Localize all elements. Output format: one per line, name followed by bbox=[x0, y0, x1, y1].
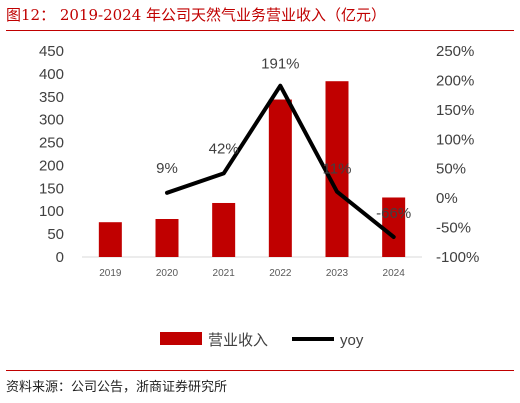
right-tick-label: 150% bbox=[436, 102, 474, 119]
left-tick-label: 50 bbox=[47, 226, 64, 243]
x-tick-label: 2022 bbox=[269, 268, 292, 279]
x-tick-label: 2019 bbox=[99, 268, 122, 279]
left-axis: 0 50 100 150 200 250 300 350 400 450 bbox=[39, 43, 64, 266]
left-tick-label: 0 bbox=[56, 249, 64, 266]
right-tick-label: 0% bbox=[436, 190, 458, 207]
right-tick-label: 250% bbox=[436, 43, 474, 60]
left-tick-label: 150 bbox=[39, 180, 64, 197]
legend-bar-label: 营业收入 bbox=[208, 332, 268, 349]
bar bbox=[268, 99, 292, 257]
bar bbox=[382, 197, 406, 257]
yoy-data-label: -66% bbox=[376, 205, 411, 222]
legend: 营业收入 yoy bbox=[160, 332, 364, 349]
x-axis-labels: 2019 2020 2021 2022 2023 2024 bbox=[99, 268, 405, 279]
x-tick-label: 2021 bbox=[213, 268, 236, 279]
right-tick-label: -100% bbox=[436, 249, 479, 266]
bar bbox=[98, 222, 122, 257]
source-note: 资料来源：公司公告，浙商证券研究所 bbox=[6, 380, 228, 395]
revenue-chart: 0 50 100 150 200 250 300 350 400 450 -100% -50% 0% 5… bbox=[39, 43, 479, 349]
right-axis: -100% -50% 0% 50% 100% 150% 200% 250% bbox=[436, 43, 479, 266]
yoy-data-labels: 9% 42% 191% 11% -66% bbox=[156, 56, 411, 222]
right-tick-label: 50% bbox=[436, 161, 466, 178]
yoy-line bbox=[165, 83, 396, 239]
left-tick-label: 250 bbox=[39, 135, 64, 152]
right-tick-label: 100% bbox=[436, 131, 474, 148]
x-tick-label: 2024 bbox=[383, 268, 406, 279]
bar bbox=[325, 81, 349, 257]
right-tick-label: -50% bbox=[436, 220, 471, 237]
left-tick-label: 400 bbox=[39, 66, 64, 83]
x-tick-label: 2020 bbox=[156, 268, 179, 279]
yoy-data-label: 42% bbox=[209, 140, 239, 157]
title-divider bbox=[6, 30, 514, 31]
bar-series bbox=[98, 81, 406, 257]
left-tick-label: 300 bbox=[39, 112, 64, 129]
legend-line-label: yoy bbox=[340, 332, 364, 349]
yoy-data-label: 191% bbox=[261, 56, 299, 73]
footer-divider bbox=[6, 370, 514, 371]
yoy-data-label: 9% bbox=[156, 160, 178, 177]
x-tick-label: 2023 bbox=[326, 268, 349, 279]
right-tick-label: 200% bbox=[436, 72, 474, 89]
chart-title: 图12： 2019-2024 年公司天然气业务营业收入（亿元） bbox=[6, 6, 387, 24]
bar bbox=[155, 219, 179, 257]
legend-bar-swatch bbox=[160, 332, 202, 345]
left-tick-label: 200 bbox=[39, 157, 64, 174]
left-tick-label: 350 bbox=[39, 89, 64, 106]
yoy-data-label: 11% bbox=[323, 161, 352, 178]
bar bbox=[212, 202, 236, 257]
left-tick-label: 100 bbox=[39, 203, 64, 220]
left-tick-label: 450 bbox=[39, 43, 64, 60]
